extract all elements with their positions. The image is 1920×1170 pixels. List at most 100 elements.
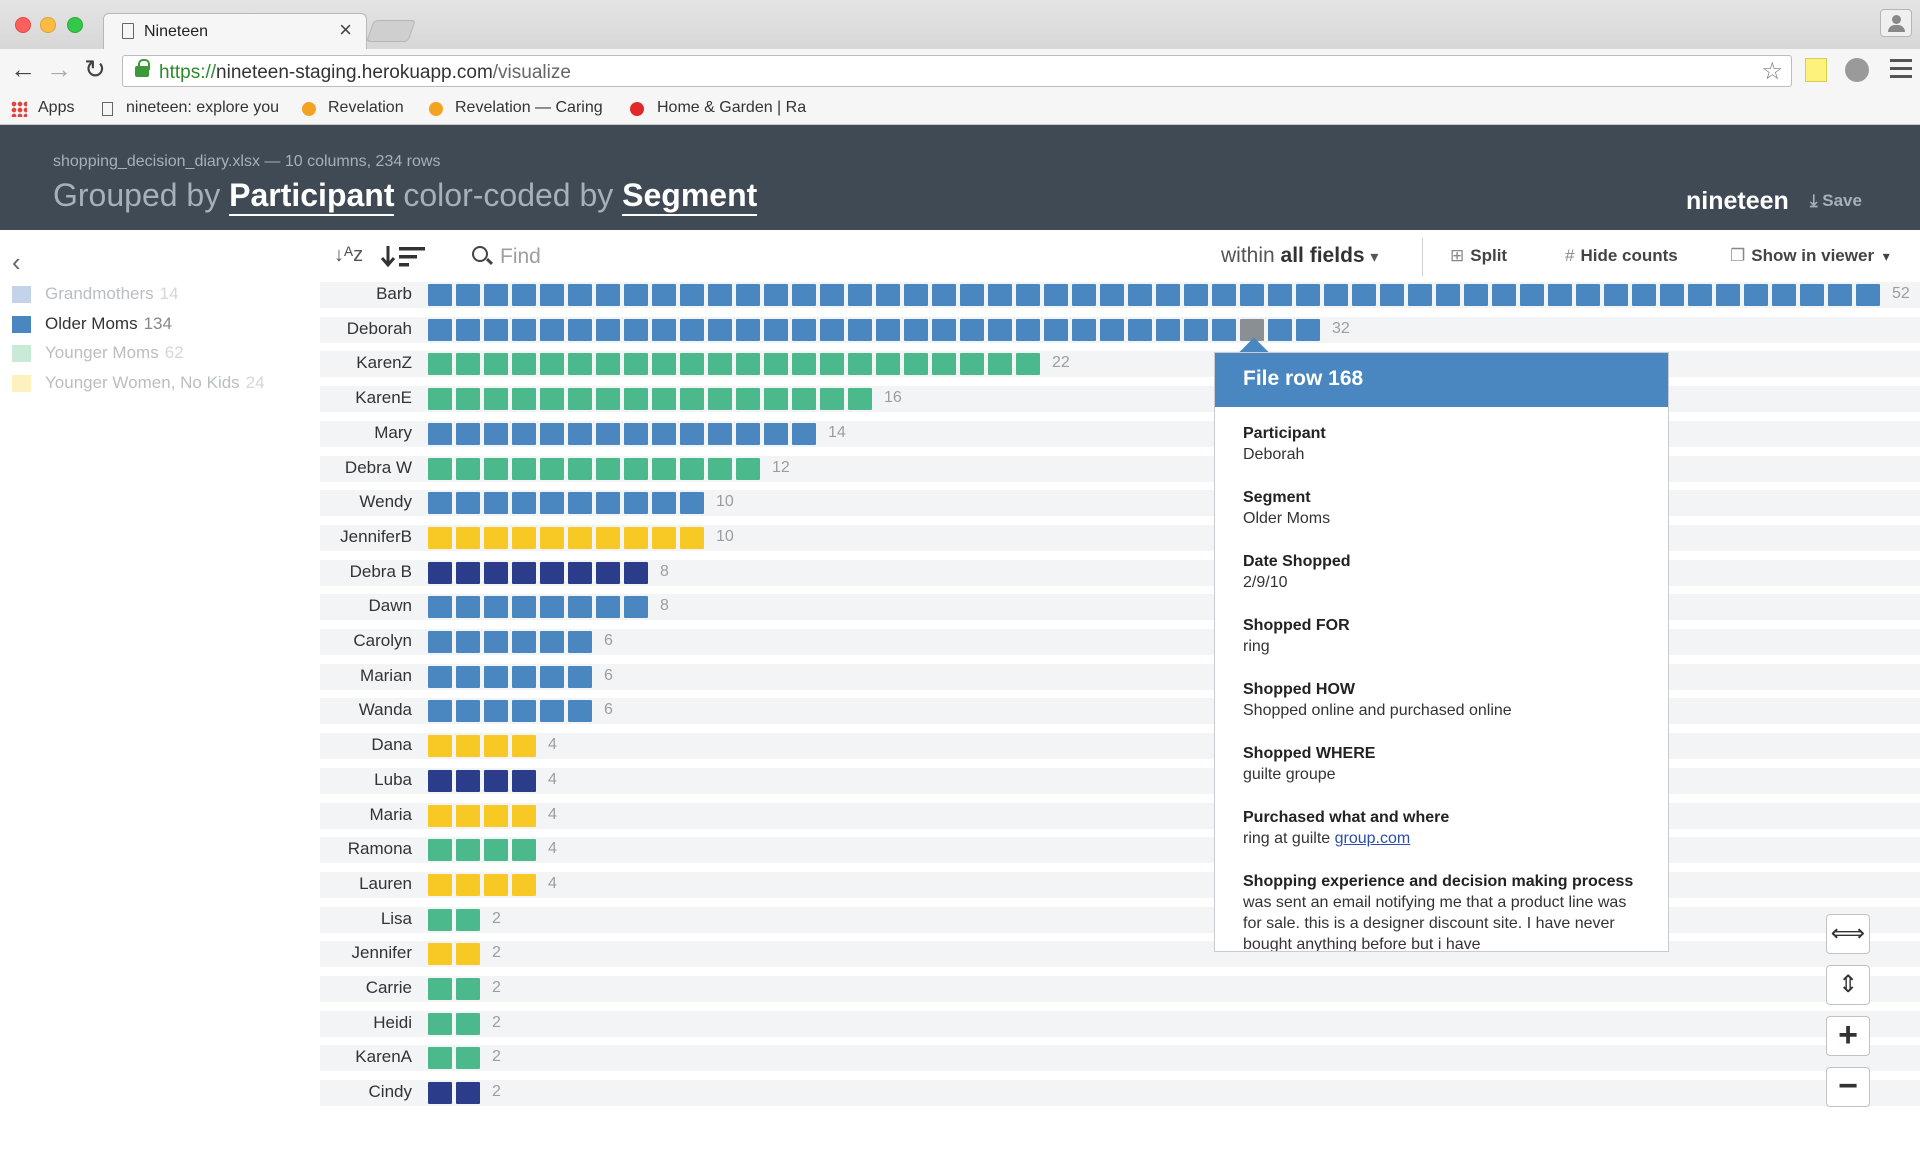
record-square[interactable] xyxy=(568,457,592,480)
forward-arrow-icon[interactable]: → xyxy=(46,54,72,84)
record-square[interactable] xyxy=(456,422,480,445)
url-text[interactable]: https://nineteen-staging.herokuapp.com/v… xyxy=(159,62,571,84)
bookmark-star-icon[interactable]: ☆ xyxy=(1761,58,1783,85)
record-square[interactable] xyxy=(484,769,508,792)
record-square[interactable] xyxy=(1296,284,1320,306)
record-square[interactable] xyxy=(624,284,648,306)
record-square[interactable] xyxy=(1268,284,1292,306)
record-square[interactable] xyxy=(456,665,480,688)
record-square[interactable] xyxy=(1128,318,1152,341)
record-square[interactable] xyxy=(708,422,732,445)
record-square[interactable] xyxy=(1100,318,1124,341)
record-square[interactable] xyxy=(456,353,480,376)
record-square[interactable] xyxy=(1184,318,1208,341)
record-square[interactable] xyxy=(624,388,648,411)
record-square[interactable] xyxy=(456,388,480,411)
sort-alphabetical-icon[interactable]: ↓ᴬz xyxy=(334,244,364,266)
record-square[interactable] xyxy=(484,353,508,376)
bookmark-apps[interactable]: Apps xyxy=(38,99,75,116)
record-square[interactable] xyxy=(428,561,452,584)
address-bar[interactable]: https://nineteen-staging.herokuapp.com/v… xyxy=(122,55,1792,87)
hamburger-menu-icon[interactable] xyxy=(1890,59,1912,79)
record-square[interactable] xyxy=(1716,284,1740,306)
record-square[interactable] xyxy=(1576,284,1600,306)
record-square[interactable] xyxy=(1632,284,1656,306)
fit-width-button[interactable]: ⟺ xyxy=(1826,914,1870,954)
record-square[interactable] xyxy=(1212,284,1236,306)
row-label[interactable]: Marian xyxy=(360,665,412,685)
record-square[interactable] xyxy=(428,1082,452,1105)
show-in-viewer-button[interactable]: ❐ Show in viewer ▾ xyxy=(1730,246,1890,266)
record-square[interactable] xyxy=(596,318,620,341)
record-square[interactable] xyxy=(624,561,648,584)
record-square[interactable] xyxy=(680,353,704,376)
record-square[interactable] xyxy=(736,318,760,341)
record-square[interactable] xyxy=(1324,284,1348,306)
record-square[interactable] xyxy=(652,457,676,480)
record-square[interactable] xyxy=(428,422,452,445)
record-square[interactable] xyxy=(512,873,536,896)
record-square[interactable] xyxy=(624,422,648,445)
record-square[interactable] xyxy=(456,769,480,792)
record-square[interactable] xyxy=(484,804,508,827)
record-square[interactable] xyxy=(512,457,536,480)
record-square[interactable] xyxy=(736,284,760,306)
record-square[interactable] xyxy=(1016,284,1040,306)
record-square[interactable] xyxy=(456,596,480,619)
record-square[interactable] xyxy=(596,422,620,445)
search-scope-dropdown[interactable]: within all fields ▾ xyxy=(1221,244,1378,268)
record-square[interactable] xyxy=(568,318,592,341)
row-label[interactable]: Wanda xyxy=(358,700,412,720)
record-square[interactable] xyxy=(1128,284,1152,306)
record-square[interactable] xyxy=(848,353,872,376)
record-square[interactable] xyxy=(1660,284,1684,306)
record-square[interactable] xyxy=(1772,284,1796,306)
row-label[interactable]: Debra B xyxy=(349,561,412,581)
record-square[interactable] xyxy=(792,388,816,411)
record-square[interactable] xyxy=(456,873,480,896)
record-square[interactable] xyxy=(428,284,452,306)
record-square[interactable] xyxy=(1268,318,1292,341)
collapse-sidebar-icon[interactable]: ‹ xyxy=(12,247,21,277)
record-square[interactable] xyxy=(1072,318,1096,341)
record-square[interactable] xyxy=(428,388,452,411)
record-square[interactable] xyxy=(540,284,564,306)
zoom-out-button[interactable]: − xyxy=(1826,1067,1870,1107)
record-square[interactable] xyxy=(484,839,508,862)
record-square[interactable] xyxy=(456,1047,480,1070)
record-square[interactable] xyxy=(568,492,592,515)
find-input[interactable] xyxy=(500,243,800,271)
record-square[interactable] xyxy=(764,388,788,411)
record-square[interactable] xyxy=(624,596,648,619)
record-square[interactable] xyxy=(428,665,452,688)
record-square[interactable] xyxy=(1212,318,1236,341)
record-square[interactable] xyxy=(988,284,1012,306)
profile-icon[interactable] xyxy=(1880,9,1912,37)
row-label[interactable]: Lisa xyxy=(380,908,412,928)
record-square[interactable] xyxy=(876,318,900,341)
record-square[interactable] xyxy=(512,665,536,688)
record-square[interactable] xyxy=(708,353,732,376)
record-square[interactable] xyxy=(456,1012,480,1035)
row-label[interactable]: Barb xyxy=(376,284,412,303)
record-square[interactable] xyxy=(428,492,452,515)
record-square[interactable] xyxy=(568,700,592,723)
zoom-in-button[interactable]: + xyxy=(1826,1016,1870,1056)
record-square[interactable] xyxy=(1520,284,1544,306)
record-square[interactable] xyxy=(680,388,704,411)
record-square[interactable] xyxy=(1548,284,1572,306)
record-square[interactable] xyxy=(456,943,480,966)
record-square[interactable] xyxy=(904,353,928,376)
record-square[interactable] xyxy=(1380,284,1404,306)
record-square[interactable] xyxy=(428,804,452,827)
record-square[interactable] xyxy=(988,318,1012,341)
record-square[interactable] xyxy=(512,769,536,792)
record-square[interactable] xyxy=(484,388,508,411)
record-square[interactable] xyxy=(512,561,536,584)
window-minimize-button[interactable] xyxy=(40,17,56,33)
record-square[interactable] xyxy=(932,284,956,306)
record-square[interactable] xyxy=(540,526,564,549)
record-square[interactable] xyxy=(484,561,508,584)
record-square[interactable] xyxy=(512,526,536,549)
record-square[interactable] xyxy=(540,596,564,619)
